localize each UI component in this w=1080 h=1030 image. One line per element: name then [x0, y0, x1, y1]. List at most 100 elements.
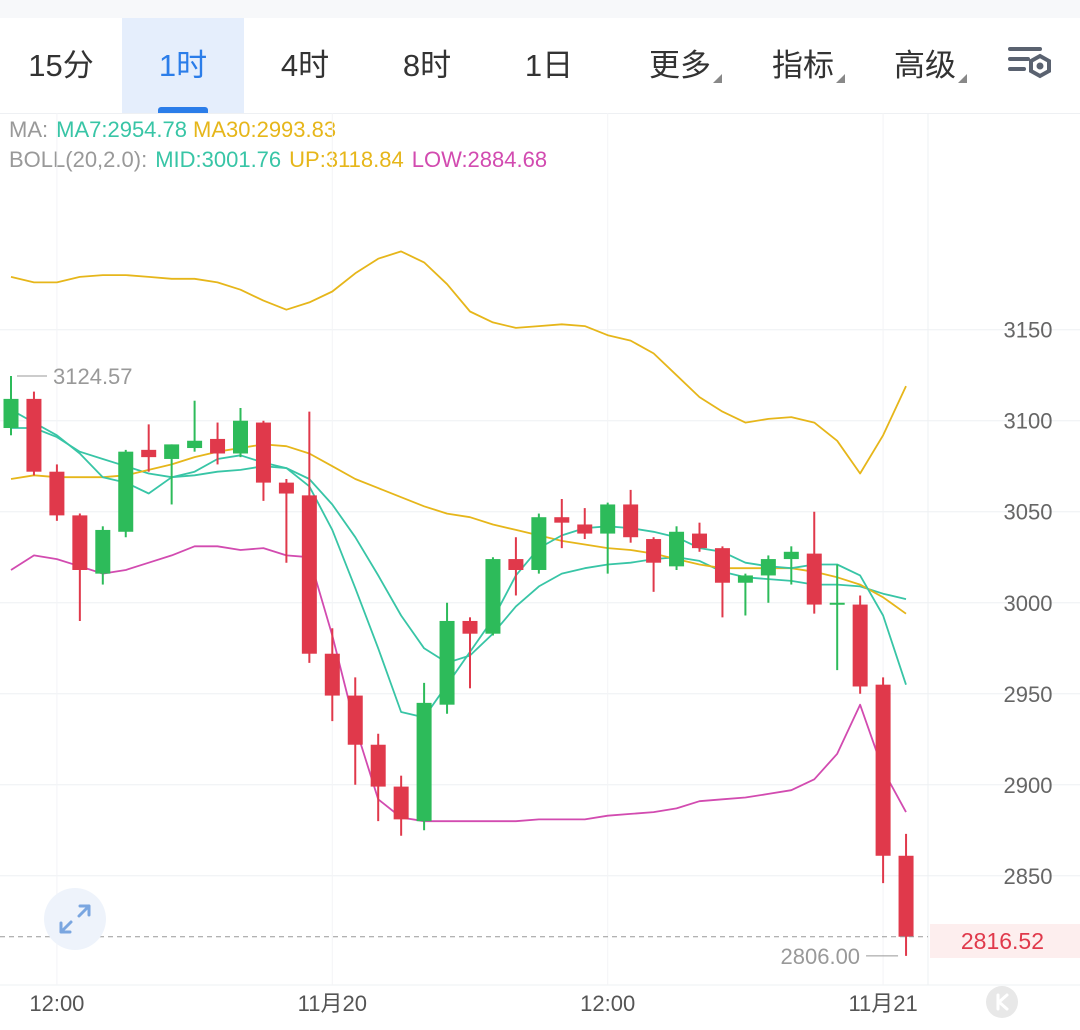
candle-body [806, 553, 822, 605]
candle [508, 537, 524, 596]
candle-body [164, 444, 180, 459]
candle [714, 546, 730, 618]
time-axis: 12:00 11月20 12:00 11月21 [29, 991, 917, 1016]
candle-body [255, 422, 271, 483]
chart-settings-button[interactable] [1000, 18, 1060, 113]
candle-body [301, 495, 317, 654]
candle-body [760, 559, 776, 576]
candle [692, 522, 707, 552]
candle-body [485, 559, 501, 634]
candle-body [49, 471, 65, 516]
tab-indicators[interactable]: 指标 [748, 18, 858, 113]
candle-body [324, 653, 340, 696]
tab-8h[interactable]: 8时 [366, 18, 488, 113]
candle [49, 464, 65, 521]
expand-icon [59, 904, 91, 934]
candle-body [714, 548, 730, 583]
candle [462, 617, 478, 689]
tab-label: 指标 [772, 48, 834, 83]
ma7-line [10, 409, 907, 719]
candle-body [118, 451, 134, 532]
candle [255, 420, 271, 501]
candle-body [875, 684, 891, 856]
candle [783, 546, 799, 585]
tab-advanced[interactable]: 高级 [870, 18, 980, 113]
chart-settings-icon [1008, 47, 1051, 79]
y-tick-label: 3100 [1004, 409, 1053, 434]
candle [416, 682, 432, 831]
tab-1h[interactable]: 1时 [122, 18, 244, 113]
candle-body [210, 438, 226, 454]
tab-label: 1日 [524, 48, 574, 83]
candle-body [577, 524, 593, 534]
tab-label: 4时 [280, 48, 330, 83]
max-price-label: 3124.57 [53, 364, 133, 389]
boll-prefix: BOLL(20,2.0): [9, 147, 148, 172]
y-tick-label: 3150 [1004, 318, 1053, 343]
price-markers: 3124.57 2806.00 [0, 364, 928, 969]
candle-body [3, 398, 19, 429]
candle-body [370, 744, 386, 787]
active-tab-indicator [158, 107, 208, 113]
candle [233, 407, 248, 458]
dropdown-caret-icon [713, 74, 722, 83]
ma30-line [10, 443, 907, 615]
candle [531, 513, 547, 574]
candle [370, 733, 386, 822]
candle [164, 444, 180, 505]
candle [301, 411, 317, 663]
candle-body [416, 702, 432, 822]
candle [760, 555, 776, 603]
indicator-lines [10, 250, 907, 823]
candle-body [692, 533, 707, 549]
chart-grid [0, 113, 1080, 986]
candle [393, 775, 409, 836]
candle-body [737, 575, 753, 583]
fullscreen-button[interactable] [44, 888, 106, 950]
boll-legend: BOLL(20,2.0): MID:3001.76 UP:3118.84 LOW:28… [9, 147, 555, 173]
tab-label: 1时 [158, 48, 208, 83]
ma-prefix: MA: [9, 117, 49, 142]
top-status-strip [0, 0, 1080, 18]
candle [737, 573, 753, 616]
tab-1d[interactable]: 1日 [488, 18, 610, 113]
candle [485, 557, 501, 636]
candle [278, 478, 294, 563]
boll-mid-value: MID:3001.76 [155, 147, 282, 172]
candle-body [278, 482, 294, 494]
candle-body [393, 786, 409, 820]
candle [324, 628, 340, 722]
x-tick-label: 11月21 [848, 991, 917, 1016]
candle-body [26, 398, 42, 472]
tab-more[interactable]: 更多 [625, 18, 735, 113]
candle-body [783, 551, 799, 560]
candle-body [508, 559, 524, 570]
candle-body [669, 531, 685, 567]
candle [646, 537, 662, 592]
tab-4h[interactable]: 4时 [244, 18, 366, 113]
candle [72, 513, 88, 621]
boll-mid-line [11, 427, 907, 664]
candle-body [554, 517, 570, 523]
candle [210, 422, 226, 465]
tab-label: 8时 [402, 48, 452, 83]
tab-label: 更多 [649, 48, 711, 83]
boll-up-value: UP:3118.84 [289, 147, 404, 172]
candle-body [829, 602, 845, 605]
candle-body [898, 855, 914, 937]
candle-body [531, 517, 547, 570]
candle [898, 833, 914, 956]
boll-low-value: LOW:2884.68 [411, 147, 548, 172]
candle [669, 526, 685, 570]
current-price-label: 2816.52 [930, 924, 1080, 958]
tab-15min[interactable]: 15分 [0, 18, 122, 113]
candle-body [600, 504, 616, 534]
candle-body [347, 695, 363, 745]
candle [347, 677, 363, 785]
y-tick-label: 2850 [1004, 864, 1053, 889]
x-tick-label: 11月20 [298, 991, 367, 1016]
dropdown-caret-icon [958, 74, 967, 83]
ma7-value: MA7:2954.78 [56, 117, 187, 142]
k-line-button[interactable] [986, 986, 1018, 1018]
